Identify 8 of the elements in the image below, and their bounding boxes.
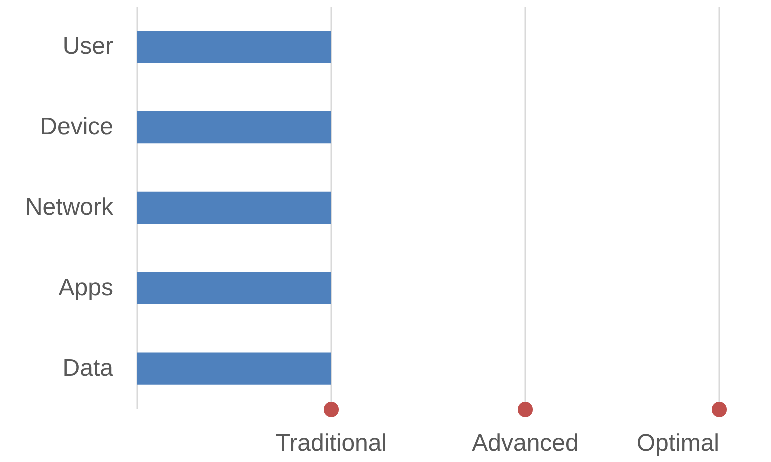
- y-tick-label: Data: [62, 354, 114, 382]
- y-tick-label: Apps: [58, 274, 114, 302]
- y-tick-label: Device: [40, 114, 114, 141]
- text: Advanced: [472, 430, 579, 457]
- text: Optimal: [636, 430, 720, 457]
- y-tick-label: Network: [25, 194, 114, 221]
- y-tick-label: User: [62, 33, 114, 60]
- text: Traditional: [276, 430, 388, 457]
